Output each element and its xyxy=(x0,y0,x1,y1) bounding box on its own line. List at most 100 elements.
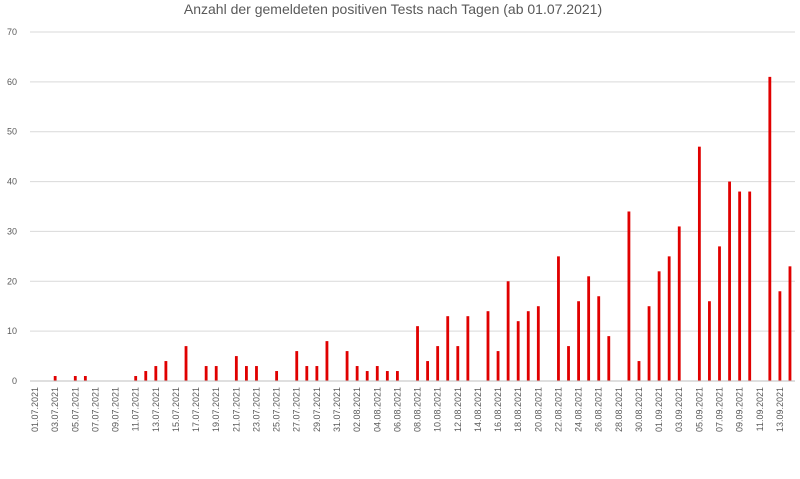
bar-08.09.2021 xyxy=(728,181,731,381)
bar-01.08.2021 xyxy=(345,351,349,381)
x-tick-label: 08.08.2021 xyxy=(413,387,423,432)
x-tick-label: 31.07.2021 xyxy=(332,387,342,432)
bar-22.08.2021 xyxy=(557,256,560,381)
x-tick-label: 05.09.2021 xyxy=(694,387,704,432)
x-tick-label: 30.08.2021 xyxy=(634,387,644,432)
bar-12.08.2021 xyxy=(456,346,460,381)
x-tick-label: 26.08.2021 xyxy=(594,387,604,432)
bar-18.08.2021 xyxy=(516,321,520,381)
bar-22.07.2021 xyxy=(245,366,248,381)
bar-06.09.2021 xyxy=(708,301,711,381)
x-tick-label: 02.08.2021 xyxy=(352,387,362,432)
y-tick-label: 10 xyxy=(7,326,17,336)
bar-19.08.2021 xyxy=(526,311,530,381)
bar-02.08.2021 xyxy=(355,366,359,381)
gridlines xyxy=(30,31,795,332)
y-tick-label: 40 xyxy=(7,177,17,187)
bar-19.07.2021 xyxy=(214,366,218,381)
x-tick-label: 07.07.2021 xyxy=(90,387,100,432)
y-tick-label: 30 xyxy=(7,226,17,236)
x-tick-label: 23.07.2021 xyxy=(251,387,261,432)
bar-04.08.2021 xyxy=(375,366,379,381)
x-tick-label: 01.07.2021 xyxy=(30,387,40,432)
bar-08.08.2021 xyxy=(416,326,419,381)
bar-25.07.2021 xyxy=(275,371,279,381)
x-tick-label: 29.07.2021 xyxy=(312,387,322,432)
x-tick-label: 25.07.2021 xyxy=(272,387,282,432)
bar-09.08.2021 xyxy=(426,361,430,381)
bar-20.08.2021 xyxy=(536,306,540,381)
bar-12.07.2021 xyxy=(144,371,148,381)
x-tick-label: 07.09.2021 xyxy=(715,387,725,432)
x-tick-label: 04.08.2021 xyxy=(372,387,382,432)
y-tick-label: 70 xyxy=(7,27,17,37)
bar-16.07.2021 xyxy=(184,346,188,381)
bar-23.07.2021 xyxy=(255,366,258,381)
x-tick-label: 10.08.2021 xyxy=(433,387,443,432)
bar-29.07.2021 xyxy=(315,366,319,381)
bar-28.07.2021 xyxy=(305,366,309,381)
bar-05.09.2021 xyxy=(697,146,701,381)
bar-18.07.2021 xyxy=(204,366,208,381)
x-tick-label: 11.09.2021 xyxy=(755,387,765,431)
bar-23.08.2021 xyxy=(567,346,570,381)
x-tick-label: 09.07.2021 xyxy=(111,387,121,432)
bar-16.08.2021 xyxy=(496,351,500,381)
bar-09.09.2021 xyxy=(738,191,742,381)
bar-10.08.2021 xyxy=(436,346,440,381)
bar-13.09.2021 xyxy=(778,291,782,381)
x-tick-label: 06.08.2021 xyxy=(392,387,402,432)
bar-27.07.2021 xyxy=(295,351,299,381)
x-tick-label: 09.09.2021 xyxy=(735,387,745,432)
bar-06.08.2021 xyxy=(395,371,399,381)
y-tick-label: 50 xyxy=(7,127,17,137)
bars xyxy=(53,76,792,381)
y-tick-label: 20 xyxy=(7,276,17,286)
bar-03.09.2021 xyxy=(677,226,681,381)
bar-03.07.2021 xyxy=(53,376,57,381)
x-tick-label: 11.07.2021 xyxy=(131,387,141,431)
y-axis-ticks: 0 10 20 30 40 50 60 70 xyxy=(7,27,17,386)
bar-13.08.2021 xyxy=(466,316,470,381)
y-tick-label: 0 xyxy=(12,376,17,386)
y-tick-label: 60 xyxy=(7,77,17,87)
chart-title: Anzahl der gemeldeten positiven Tests na… xyxy=(184,1,602,17)
x-tick-label: 05.07.2021 xyxy=(70,387,80,432)
x-tick-label: 21.07.2021 xyxy=(231,387,241,432)
bar-24.08.2021 xyxy=(577,301,580,381)
x-tick-label: 24.08.2021 xyxy=(574,387,584,432)
x-tick-label: 15.07.2021 xyxy=(171,387,181,432)
bar-14.09.2021 xyxy=(788,266,792,381)
bar-30.07.2021 xyxy=(325,341,329,381)
bar-27.08.2021 xyxy=(607,336,611,381)
bar-30.08.2021 xyxy=(637,361,641,381)
bar-21.07.2021 xyxy=(234,356,238,381)
bar-10.09.2021 xyxy=(748,191,752,381)
x-tick-label: 14.08.2021 xyxy=(473,387,483,432)
bar-26.08.2021 xyxy=(597,296,601,381)
bar-03.08.2021 xyxy=(365,371,369,381)
x-tick-label: 16.08.2021 xyxy=(493,387,503,432)
bar-05.08.2021 xyxy=(385,371,389,381)
bar-29.08.2021 xyxy=(627,211,631,381)
bar-17.08.2021 xyxy=(506,281,510,381)
x-axis-ticks: 01.07.2021 03.07.2021 05.07.2021 07.07.2021… xyxy=(30,387,785,432)
x-tick-label: 28.08.2021 xyxy=(614,387,624,432)
bar-31.08.2021 xyxy=(647,306,651,381)
bar-11.08.2021 xyxy=(446,316,450,381)
bar-05.07.2021 xyxy=(73,376,77,381)
bar-01.09.2021 xyxy=(657,271,661,381)
x-tick-label: 18.08.2021 xyxy=(513,387,523,432)
bar-14.07.2021 xyxy=(164,361,168,381)
x-tick-label: 22.08.2021 xyxy=(553,387,563,432)
x-tick-label: 20.08.2021 xyxy=(533,387,543,432)
bar-07.09.2021 xyxy=(718,246,721,381)
x-tick-label: 01.09.2021 xyxy=(654,387,664,432)
x-tick-label: 17.07.2021 xyxy=(191,387,201,432)
x-tick-label: 03.09.2021 xyxy=(674,387,684,432)
x-tick-label: 27.07.2021 xyxy=(292,387,302,432)
bar-12.09.2021 xyxy=(768,76,772,381)
x-tick-label: 12.08.2021 xyxy=(453,387,463,432)
bar-02.09.2021 xyxy=(667,256,671,381)
bar-06.07.2021 xyxy=(83,376,87,381)
